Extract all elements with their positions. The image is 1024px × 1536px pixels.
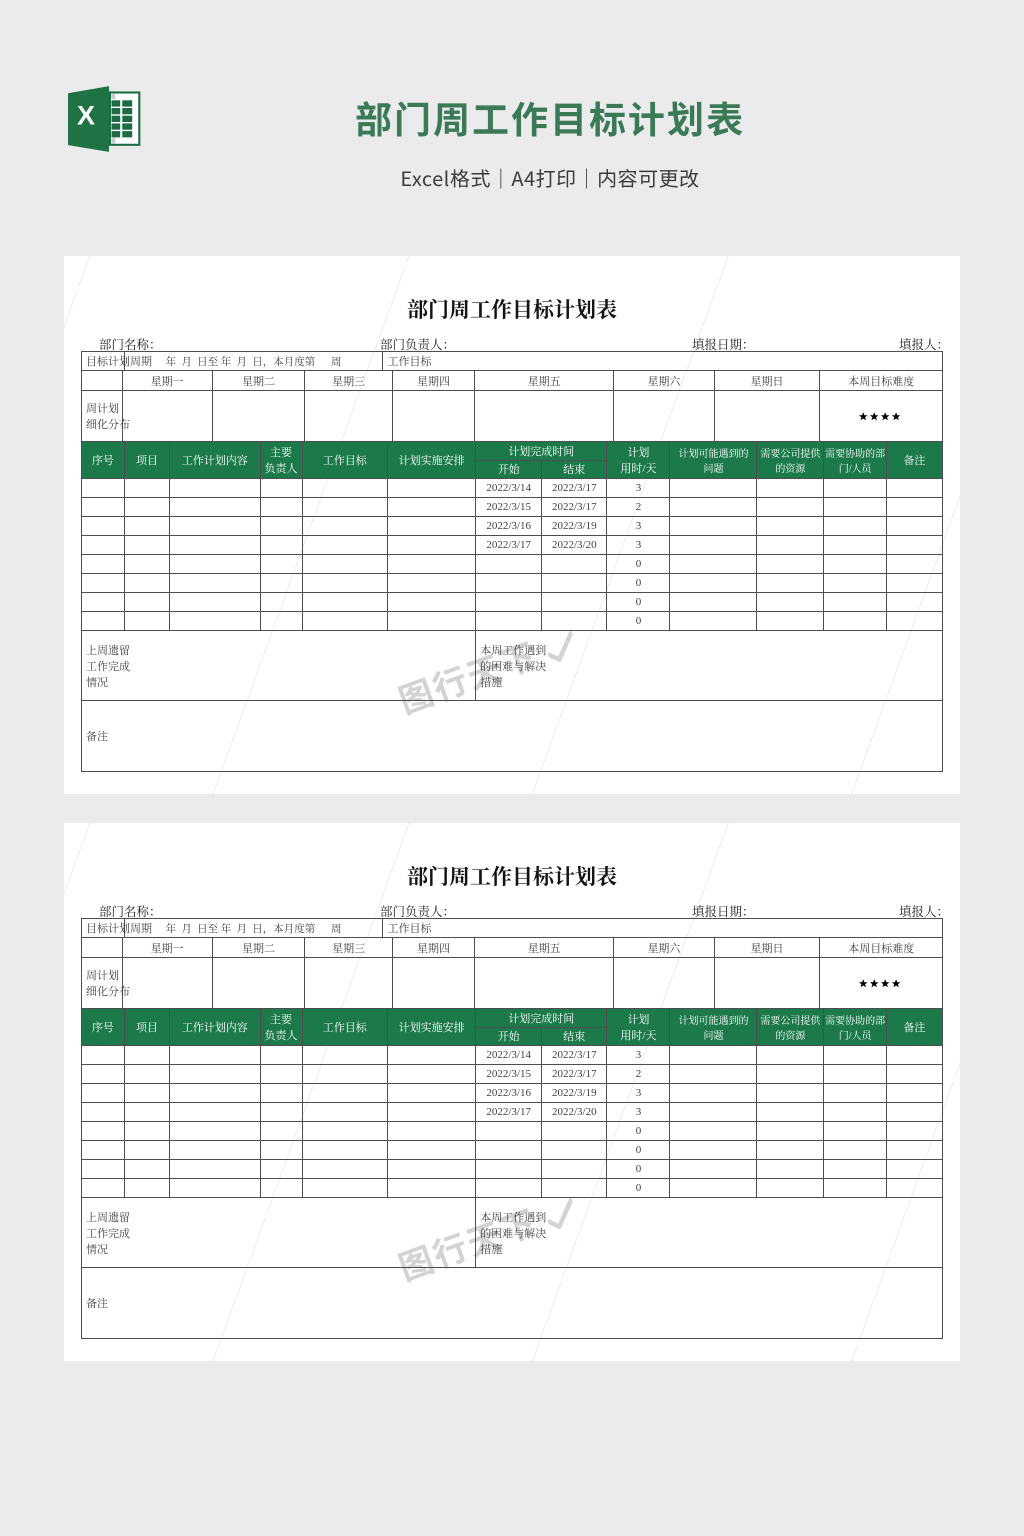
svg-text:X: X [77,101,95,131]
